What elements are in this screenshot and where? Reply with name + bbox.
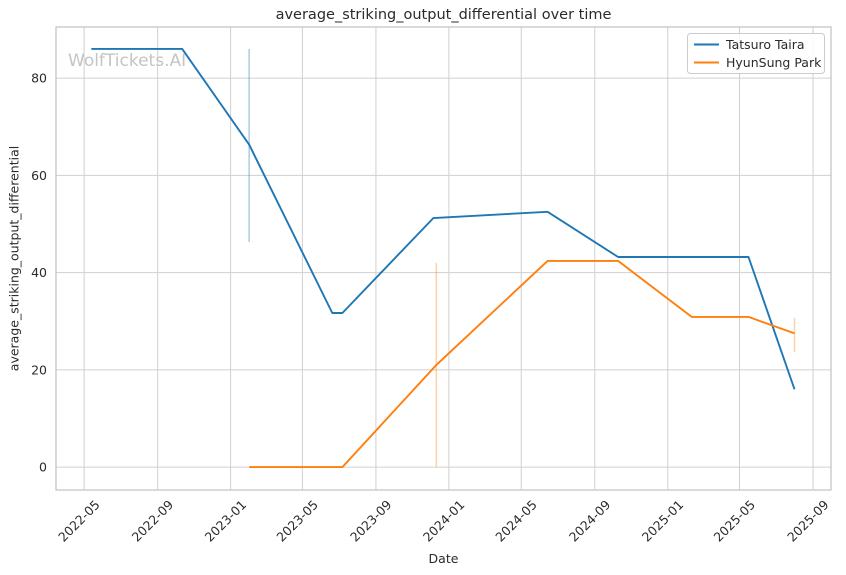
- y-tick-label: 60: [31, 168, 47, 183]
- plot-border: [55, 26, 832, 491]
- grid-lines: [56, 27, 831, 490]
- y-tick-label: 40: [31, 265, 47, 280]
- x-tick-label: 2023-05: [273, 497, 321, 545]
- series-lines: [91, 47, 796, 469]
- x-tick-label: 2024-05: [492, 497, 540, 545]
- chart-title: average_striking_output_differential ove…: [276, 7, 612, 23]
- x-tick-label: 2025-05: [711, 497, 759, 545]
- legend-box: [687, 33, 825, 74]
- legend-label-hyunsung-park: HyunSung Park: [726, 55, 822, 70]
- legend: Tatsuro Taira HyunSung Park: [687, 33, 825, 74]
- x-tick-label: 2023-01: [202, 497, 250, 545]
- x-tick-label: 2024-09: [566, 497, 614, 545]
- y-tick-label: 20: [31, 362, 47, 377]
- axis-tick-labels: 2022-05 2022-09 2023-01 2023-05 2023-09 2024-…: [31, 71, 832, 545]
- x-tick-label: 2025-09: [784, 497, 832, 545]
- x-axis-label: Date: [429, 551, 459, 566]
- x-tick-label: 2022-09: [129, 497, 177, 545]
- series-line-tatsuro-taira: [91, 47, 796, 390]
- x-tick-label: 2024-01: [420, 497, 468, 545]
- y-tick-label: 80: [31, 71, 47, 86]
- series-line-hyunsung-park: [249, 259, 795, 469]
- x-tick-label: 2022-05: [55, 497, 103, 545]
- y-tick-label: 0: [39, 460, 47, 475]
- error-bars: [248, 48, 796, 468]
- x-tick-label: 2023-09: [347, 497, 395, 545]
- legend-label-tatsuro-taira: Tatsuro Taira: [725, 37, 805, 52]
- watermark: WolfTickets.AI: [68, 51, 186, 71]
- y-axis-label: average_striking_output_differential: [7, 146, 22, 371]
- x-tick-label: 2025-01: [639, 497, 687, 545]
